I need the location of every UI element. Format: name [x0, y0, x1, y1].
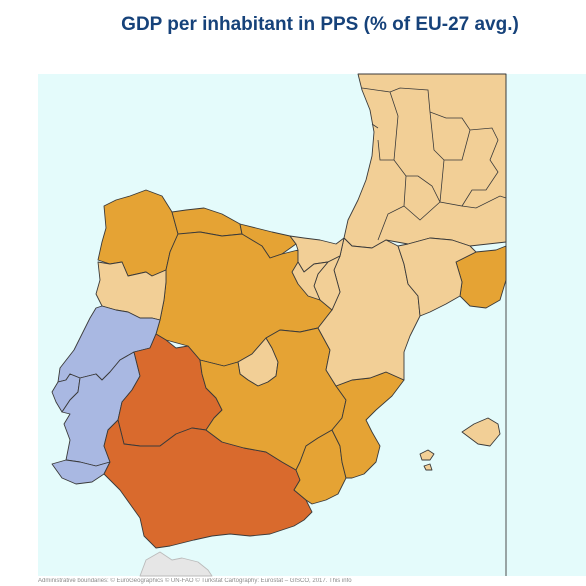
region-baleares-mallorca: [461, 417, 501, 447]
morocco: [139, 551, 213, 577]
region-cataluna: [397, 237, 477, 317]
region-galicia: [97, 189, 179, 277]
region-la-rioja: [291, 261, 329, 301]
sea-area-right: [506, 74, 586, 576]
region-baleares-ibiza: [419, 449, 435, 461]
region-baleares-formentera: [423, 463, 433, 471]
france-internal-borders: [361, 87, 507, 241]
source-note: Administrative boundaries: © EuroGeograp…: [38, 578, 352, 584]
region-norte-pt: [95, 261, 167, 321]
map-title: GDP per inhabitant in PPS (% of EU-27 av…: [121, 14, 519, 35]
